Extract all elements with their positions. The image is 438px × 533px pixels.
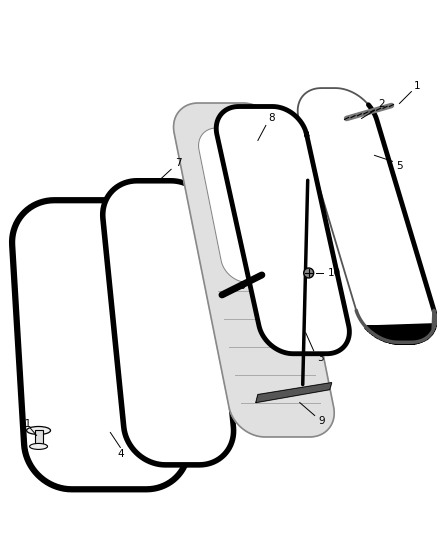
Text: 1: 1 bbox=[414, 80, 420, 91]
Polygon shape bbox=[198, 128, 299, 282]
Text: 6: 6 bbox=[239, 281, 245, 291]
Polygon shape bbox=[12, 200, 189, 489]
Text: 7: 7 bbox=[175, 158, 181, 168]
Polygon shape bbox=[216, 107, 350, 354]
Ellipse shape bbox=[27, 426, 50, 434]
Polygon shape bbox=[103, 181, 233, 465]
Text: 10: 10 bbox=[328, 268, 341, 278]
Text: 4: 4 bbox=[117, 449, 124, 459]
Text: 9: 9 bbox=[318, 416, 325, 425]
FancyBboxPatch shape bbox=[35, 431, 42, 447]
Circle shape bbox=[304, 268, 314, 278]
Ellipse shape bbox=[30, 443, 48, 449]
Text: 11: 11 bbox=[19, 419, 32, 430]
Polygon shape bbox=[256, 383, 332, 402]
Polygon shape bbox=[298, 88, 435, 342]
Text: 2: 2 bbox=[378, 99, 385, 109]
Text: 3: 3 bbox=[318, 353, 324, 363]
Polygon shape bbox=[173, 103, 334, 437]
Ellipse shape bbox=[258, 280, 278, 290]
Text: 8: 8 bbox=[268, 114, 275, 124]
Text: 5: 5 bbox=[396, 161, 403, 171]
